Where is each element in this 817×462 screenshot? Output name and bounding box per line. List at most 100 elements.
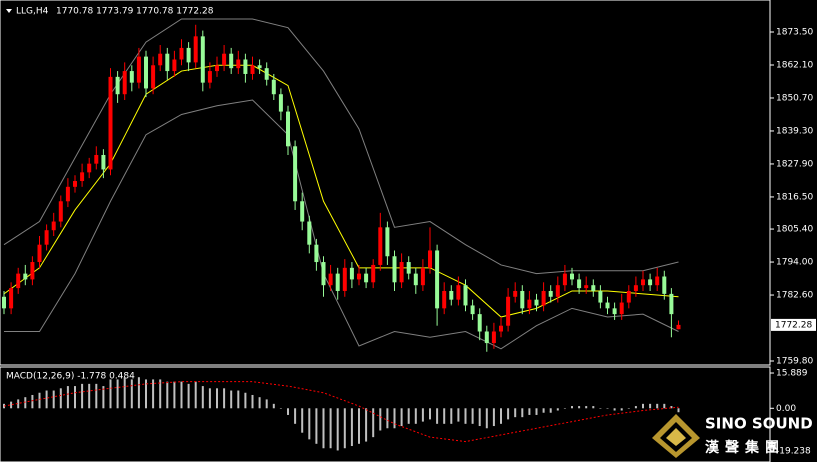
candle-body — [335, 273, 340, 291]
candle-body — [435, 250, 440, 309]
macd-bar — [528, 408, 531, 415]
macd-bar — [10, 401, 13, 409]
candle-body — [399, 262, 404, 283]
candle-body — [385, 227, 390, 257]
candle-body — [392, 256, 397, 283]
macd-bar — [230, 390, 233, 409]
candle-body — [200, 36, 205, 83]
macd-bar — [251, 394, 254, 409]
macd-bar — [81, 383, 84, 409]
menu-arrow — [6, 9, 12, 13]
symbol-label: LLG,H4 — [16, 7, 49, 17]
macd-bar — [663, 403, 666, 409]
logo-subtext: 漢聲集團 — [705, 439, 785, 456]
candle-body — [129, 71, 134, 83]
macd-bar — [130, 379, 133, 409]
candle-body — [293, 146, 298, 202]
candle-body — [207, 71, 212, 83]
y-tick-label: 15.889 — [776, 369, 808, 379]
macd-bar — [670, 406, 673, 409]
macd-panel-frame — [0, 366, 771, 462]
candle-body — [633, 285, 638, 291]
candle-body — [342, 267, 347, 291]
macd-bar — [187, 383, 190, 409]
logo-core — [666, 428, 686, 446]
candle-body — [562, 273, 567, 286]
macd-bar — [620, 408, 623, 411]
macd-bar — [343, 408, 346, 449]
y-tick-label: 1805.40 — [776, 225, 813, 235]
y-tick-label: 0.00 — [776, 404, 796, 414]
candle-body — [605, 302, 610, 309]
candle-body — [491, 331, 496, 344]
candle-body — [172, 59, 177, 72]
macd-bar — [407, 408, 410, 424]
macd-bar — [414, 408, 417, 424]
indicator-line — [3, 64, 679, 318]
candle-body — [534, 299, 539, 306]
candle-body — [406, 262, 411, 274]
candle-body — [243, 59, 248, 74]
macd-bar — [244, 392, 247, 409]
macd-bar — [592, 406, 595, 409]
candle-body — [598, 290, 603, 303]
macd-bar — [17, 399, 20, 409]
macd-bar — [393, 408, 396, 429]
macd-bar — [507, 408, 510, 420]
candle-body — [186, 47, 191, 63]
candle-body — [591, 285, 596, 291]
candle-body — [264, 68, 269, 80]
macd-bar — [634, 406, 637, 409]
candle-body — [30, 262, 35, 280]
macd-bar — [649, 403, 652, 409]
macd-bar — [386, 408, 389, 429]
y-tick-label: 1782.60 — [776, 291, 813, 301]
candle-body — [165, 53, 170, 72]
candle-body — [151, 65, 156, 89]
macd-bar — [52, 390, 55, 409]
macd-bar — [74, 386, 76, 409]
macd-bar — [88, 383, 91, 409]
candle-body — [413, 273, 418, 286]
macd-bar — [216, 388, 218, 409]
candle-body — [307, 221, 312, 245]
candle-body — [73, 181, 77, 187]
macd-bar — [173, 381, 176, 409]
macd-bar — [95, 383, 98, 409]
macd-bar — [24, 397, 27, 409]
candle-body — [23, 273, 28, 280]
y-tick-label: 1794.00 — [776, 258, 813, 268]
macd-bar — [500, 408, 502, 424]
y-tick-label: 1873.50 — [776, 28, 813, 38]
macd-bar — [471, 408, 474, 424]
macd-bar — [443, 408, 446, 424]
macd-bar — [464, 408, 467, 424]
candle-body — [144, 56, 148, 89]
macd-bar — [66, 386, 69, 409]
candle-body — [420, 267, 425, 286]
macd-bar — [45, 390, 48, 409]
candle-body — [641, 279, 645, 286]
macd-bar — [379, 408, 382, 431]
candle-body — [314, 244, 319, 263]
candle-body — [349, 267, 354, 280]
candle-body — [328, 273, 333, 286]
candle-body — [612, 308, 617, 315]
macd-bar — [116, 379, 119, 409]
indicator-line — [4, 99, 679, 350]
candle-body — [108, 76, 113, 170]
macd-bar — [208, 388, 211, 409]
candle-body — [37, 244, 42, 263]
candle-body — [257, 65, 262, 69]
candle-body — [271, 79, 276, 95]
macd-bar — [31, 394, 34, 409]
macd-bar — [258, 397, 261, 409]
macd-bar — [457, 408, 460, 422]
candle-body — [236, 59, 241, 69]
macd-bar — [556, 408, 559, 411]
macd-bar — [478, 408, 481, 427]
macd-bar — [294, 408, 297, 424]
candle-body — [101, 154, 106, 170]
candle-body — [456, 285, 461, 300]
macd-bar — [563, 408, 566, 409]
